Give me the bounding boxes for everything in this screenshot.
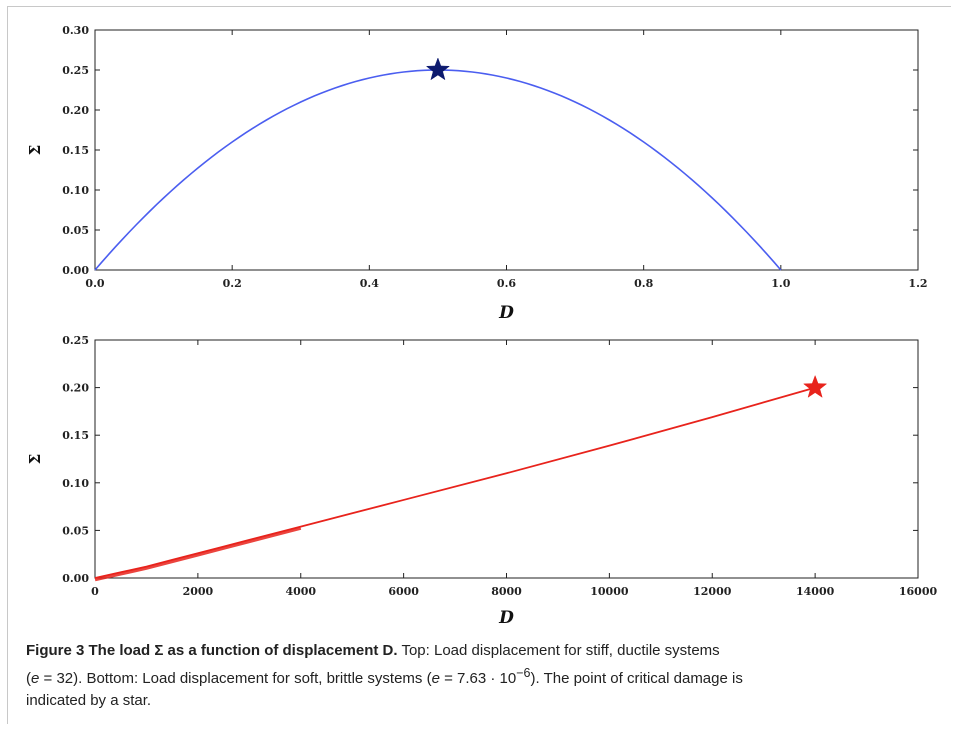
y-tick-label: 0.00 [62, 572, 89, 585]
caption-line2d: ). The point of critical damage is [530, 670, 743, 687]
x-tick-label: 4000 [285, 585, 316, 598]
caption-line1: Top: Load displacement for stiff, ductil… [397, 642, 720, 659]
y-tick-label: 0.15 [62, 429, 89, 442]
x-tick-label: 16000 [899, 585, 938, 598]
y-axis-label: Σ [26, 454, 44, 465]
y-tick-label: 0.20 [62, 104, 89, 117]
x-tick-label: 1.0 [771, 277, 790, 290]
y-tick-label: 0.30 [62, 24, 89, 37]
x-tick-label: 0.8 [634, 277, 653, 290]
caption-line2c: = 7.63 · 10 [439, 670, 517, 687]
critical-damage-star [803, 374, 828, 398]
x-tick-label: 0.6 [497, 277, 516, 290]
series-line [94, 69, 782, 271]
x-tick-label: 2000 [183, 585, 214, 598]
y-tick-label: 0.25 [62, 334, 89, 347]
x-tick-label: 6000 [388, 585, 419, 598]
plot-frame [94, 29, 919, 271]
caption-title: Figure 3 The load Σ as a function of dis… [26, 642, 398, 659]
caption-var-e1: e [31, 670, 40, 687]
series-band [94, 526, 302, 582]
plot-frame [94, 339, 919, 579]
figure-frame [7, 6, 951, 724]
y-tick-label: 0.05 [62, 224, 89, 237]
x-tick-label: 0.2 [223, 277, 242, 290]
critical-damage-star [425, 57, 451, 81]
y-axis-label: Σ [26, 145, 44, 156]
caption-line2b: = 32). Bottom: Load displacement for sof… [39, 670, 432, 687]
chart-top: 0.0 0.2 0.4 0.6 0.8 1.0 1.2 0.00 0.05 0.10 0.15 0.2… [26, 24, 928, 323]
y-tick-label: 0.20 [62, 382, 89, 395]
x-tick-label: 14000 [796, 585, 835, 598]
y-tick-label: 0.10 [62, 477, 89, 490]
y-tick-label: 0.00 [62, 264, 89, 277]
x-axis-label: D [498, 608, 514, 628]
x-tick-label: 8000 [491, 585, 522, 598]
figure: 0.0 0.2 0.4 0.6 0.8 1.0 1.2 0.00 0.05 0.10 0.15 0.2… [26, 24, 937, 628]
caption-exponent: −6 [516, 666, 531, 680]
y-tick-label: 0.25 [62, 64, 89, 77]
x-tick-label: 0.4 [360, 277, 379, 290]
series-line [94, 386, 816, 579]
y-tick-label: 0.10 [62, 184, 89, 197]
chart-bottom: 0 2000 4000 6000 8000 10000 12000 14000 16000 0.0… [26, 334, 937, 628]
caption-var-e2: e [431, 670, 440, 687]
x-axis-label: D [498, 303, 514, 323]
caption-line3: indicated by a star. [26, 692, 152, 709]
x-tick-label: 0 [91, 585, 99, 598]
caption-paren-open: ( [26, 670, 31, 687]
x-tick-label: 1.2 [908, 277, 927, 290]
x-tick-label: 12000 [693, 585, 732, 598]
x-tick-label: 0.0 [85, 277, 104, 290]
figure-caption: Figure 3 The load Σ as a function of dis… [26, 640, 941, 712]
y-tick-label: 0.15 [62, 144, 89, 157]
y-tick-label: 0.05 [62, 524, 89, 537]
x-tick-label: 10000 [590, 585, 629, 598]
